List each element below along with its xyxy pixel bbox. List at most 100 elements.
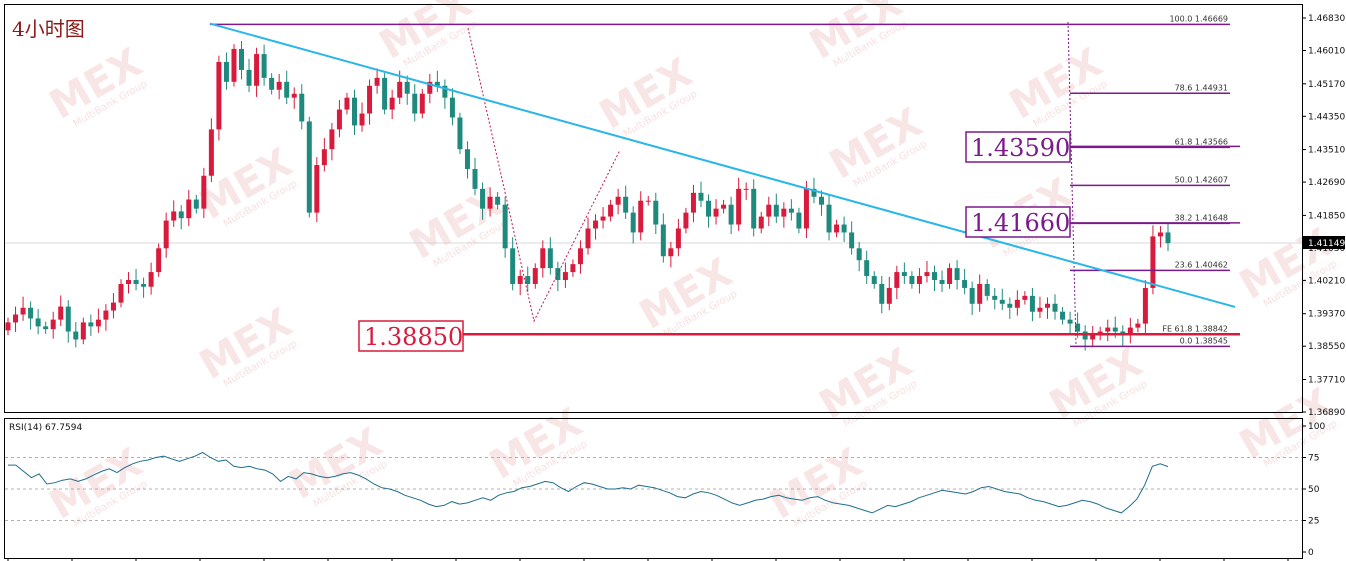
candle-body [223,61,229,82]
candle-body [261,54,267,78]
price-tick-label: 1.46830 [1308,14,1345,24]
fib-level-label: 23.6 1.40462 [1175,260,1228,269]
candle-body [65,306,71,332]
rsi-title: RSI(14) 67.7594 [9,423,82,433]
candle-body [110,302,116,311]
candle-body [141,283,147,287]
candle-body [510,248,516,284]
zigzag-line-left [467,27,621,323]
candle-body [495,196,501,205]
candle-body [1067,319,1073,324]
candle-body [675,228,681,249]
levels-layer [463,145,1240,336]
candle-body [849,232,855,249]
candle-body [1157,232,1163,237]
rsi-level-lines [5,457,1302,521]
candle-body [668,248,674,257]
candle-body [464,149,470,170]
candle-body [306,121,312,213]
candle-body [600,216,606,221]
candle-body [540,248,546,269]
rsi-tick-label: 100 [1308,422,1325,432]
candle-body [690,192,696,213]
candle-body [434,81,440,86]
candle-body [103,310,109,320]
candle-body [962,280,968,288]
candle-body [1090,335,1096,340]
candle-body [525,276,531,284]
candle-body [156,248,162,273]
candle-body [931,272,937,281]
candle-body [721,204,727,209]
candle-body [1044,303,1050,308]
candle-body [412,93,418,114]
fib-level-label: 50.0 1.42607 [1175,175,1228,184]
candle-body [954,268,960,281]
level-label-143590: 1.43590 [971,134,1070,162]
candle-body [321,149,327,166]
candle-body [570,264,576,273]
candle-body [947,268,953,284]
candle-body [901,272,907,277]
candle-body [80,322,86,340]
rsi-line [8,451,1169,514]
candle-body [1052,303,1058,312]
candle-body [382,77,388,110]
candle-body [1007,303,1013,308]
rsi-tick-label: 25 [1308,517,1319,527]
candle-body [374,77,380,86]
candle-body [1037,307,1043,312]
candle-body [517,276,523,284]
candle-body [50,319,56,330]
candle-body [630,212,636,233]
level-box-141660: 1.41660 [965,206,1071,238]
zigzag-line-right [1067,21,1077,346]
candle-body [329,129,335,150]
descending-trendline [209,22,1236,308]
candle-body [178,211,184,219]
candle-body [773,204,779,217]
candle-body [1150,236,1156,288]
candle-body [5,322,11,331]
candle-body [95,319,101,327]
price-tick-label: 1.44350 [1308,112,1345,122]
candle-body [43,326,49,330]
candle-body [73,331,79,340]
candle-body [254,54,260,86]
candle-body [984,283,990,296]
price-tick-label: 1.38550 [1308,342,1345,352]
candle-body [457,117,463,150]
candle-body [351,97,357,126]
candle-body [239,48,245,70]
chart-title: 4小时图 [12,17,85,41]
candle-body [924,272,930,277]
fib-level-label: 100.0 1.46669 [1169,14,1228,23]
candle-body [28,307,34,319]
candle-body [758,216,764,229]
candle-body [208,129,214,176]
level-box-138850: 1.38850 [358,320,464,352]
candle-body [389,97,395,110]
candle-body [894,272,900,288]
candle-body [148,272,154,287]
candle-body [13,314,19,323]
candle-body [427,81,433,94]
candle-body [419,93,425,114]
candle-body [826,204,832,233]
candle-body [1135,323,1141,328]
current-price-marker [1303,236,1345,249]
candle-body [615,196,621,205]
rsi-tick-label: 0 [1308,548,1314,558]
candle-body [743,188,749,190]
candle-body [969,287,975,304]
candle-body [1127,327,1133,336]
fib-level-label: FE 61.8 1.38842 [1162,325,1228,334]
price-tick-label: 1.36890 [1308,408,1345,418]
candle-body [653,200,659,225]
rsi-axis: 100 75 50 25 0 [1302,422,1325,558]
candle-body [276,81,282,90]
current-price-label: 1.41149 [1308,239,1345,249]
candle-body [864,260,870,277]
candle-body [58,306,64,320]
candle-body [344,97,350,110]
